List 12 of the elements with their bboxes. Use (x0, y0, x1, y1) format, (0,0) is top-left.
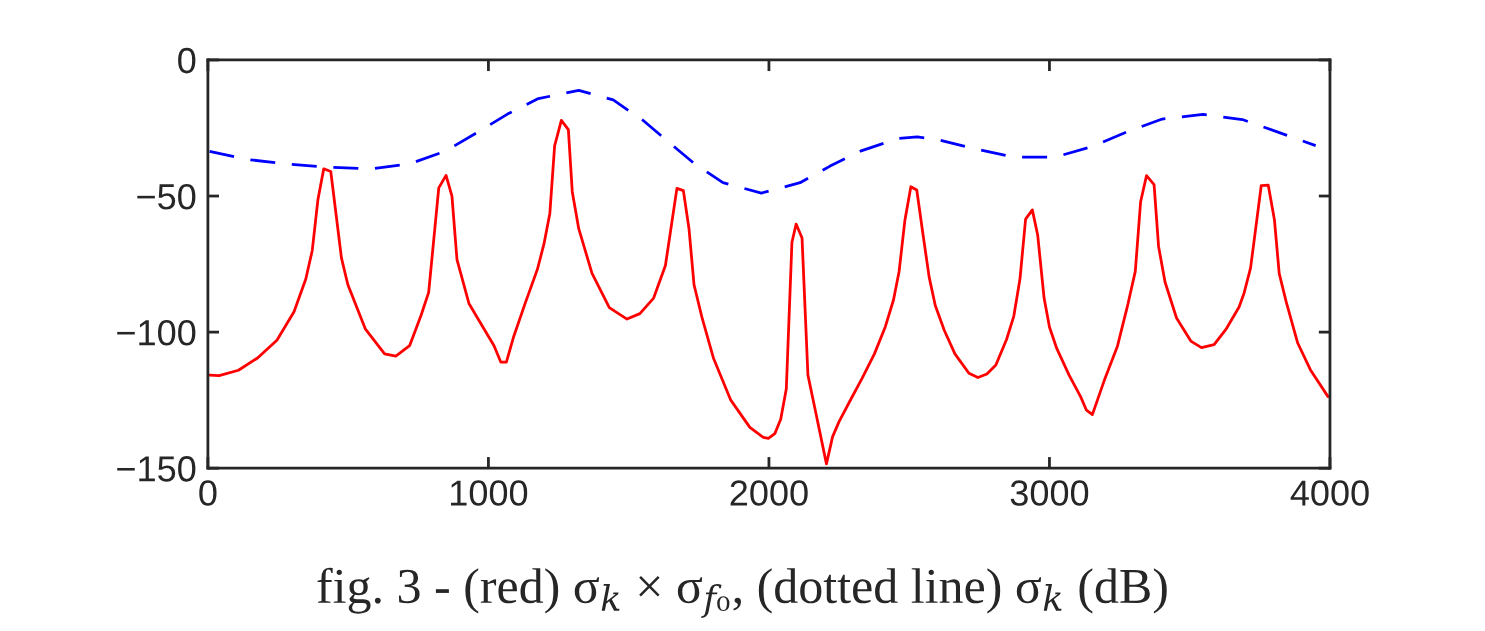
y-tick-label: −150 (117, 456, 196, 482)
x-tick-label: 2000 (730, 480, 808, 506)
line-series (208, 89, 1318, 195)
x-tick-label: 0 (199, 480, 217, 506)
x-tick-label: 3000 (1010, 480, 1089, 506)
line-series (208, 118, 1330, 466)
y-tick-label: −50 (137, 183, 196, 210)
caption: fig. 3 - (red) σ$_{k}$ × σ$_{f₀}$, (dotted line) σ$_{k}$ (dB) (317, 567, 1167, 618)
y-tick-label: 0 (178, 47, 196, 74)
x-tick-label: 1000 (451, 480, 528, 506)
y-tick-label: −100 (117, 319, 196, 346)
x-tick-label: 4000 (1290, 480, 1369, 506)
